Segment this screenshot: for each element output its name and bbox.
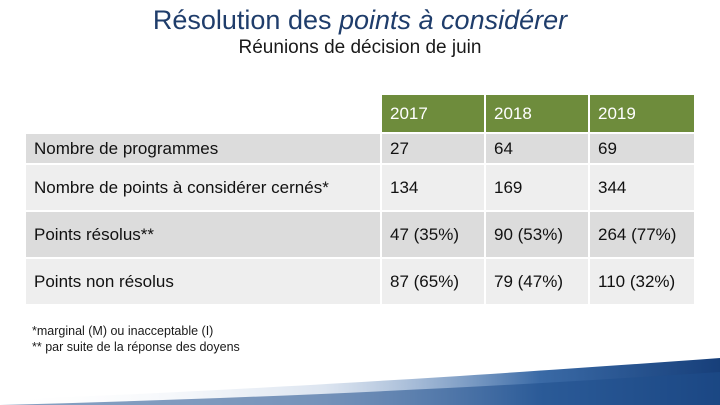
- year-header: 2019: [588, 95, 694, 132]
- table-cell: 69: [588, 132, 694, 163]
- footnote: ** par suite de la réponse des doyens: [32, 340, 240, 354]
- year-header: 2018: [484, 95, 588, 132]
- table-row: Nombre de programmes 27 64 69: [26, 132, 694, 163]
- row-label: Nombre de points à considérer cernés*: [26, 163, 380, 210]
- row-label: Points non résolus: [26, 257, 380, 304]
- table-cell: 169: [484, 163, 588, 210]
- table-cell: 344: [588, 163, 694, 210]
- table-cell: 264 (77%): [588, 210, 694, 257]
- table-cell: 27: [380, 132, 484, 163]
- table-row: Points résolus** 47 (35%) 90 (53%) 264 (…: [26, 210, 694, 257]
- footnotes: *marginal (M) ou inacceptable (I) ** par…: [32, 323, 240, 355]
- header-blank-cell: [26, 95, 380, 132]
- table-cell: 90 (53%): [484, 210, 588, 257]
- title-emphasis: points à considérer: [338, 5, 568, 35]
- table-cell: 47 (35%): [380, 210, 484, 257]
- table-cell: 110 (32%): [588, 257, 694, 304]
- table-cell: 87 (65%): [380, 257, 484, 304]
- footnote: *marginal (M) ou inacceptable (I): [32, 324, 214, 338]
- page-title: Résolution des points à considérer: [0, 2, 720, 38]
- header-row: 2017 2018 2019: [26, 95, 694, 132]
- year-header: 2017: [380, 95, 484, 132]
- row-label: Nombre de programmes: [26, 132, 380, 163]
- title-main: Résolution des: [152, 5, 339, 35]
- table-cell: 79 (47%): [484, 257, 588, 304]
- page-subtitle: Réunions de décision de juin: [238, 37, 482, 58]
- results-table: 2017 2018 2019 Nombre de programmes 27 6…: [26, 95, 694, 304]
- table-cell: 64: [484, 132, 588, 163]
- table-cell: 134: [380, 163, 484, 210]
- table-row: Nombre de points à considérer cernés* 13…: [26, 163, 694, 210]
- row-label: Points résolus**: [26, 210, 380, 257]
- table-row: Points non résolus 87 (65%) 79 (47%) 110…: [26, 257, 694, 304]
